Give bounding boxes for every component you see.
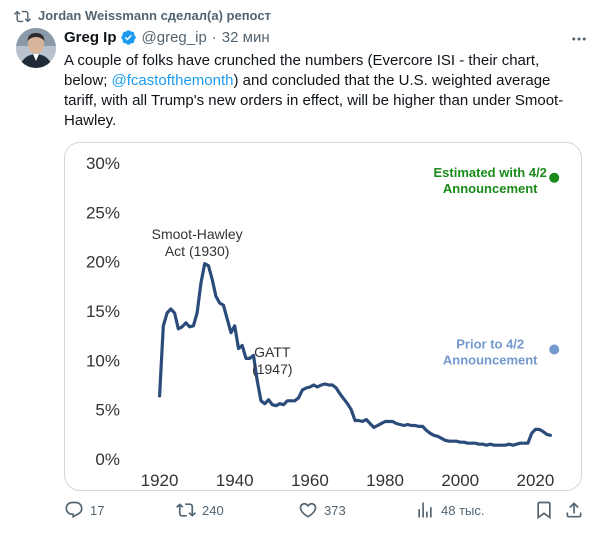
repost-button[interactable]: 240 [176,500,224,520]
bookmark-button[interactable] [534,500,554,520]
tweet-header: Greg Ip @greg_ip · 32 мин [64,29,588,46]
x-tick-label: 2020 [516,471,554,490]
chart-image[interactable]: 0% 5% 10% 15% 20% 25% 30% 1920 1940 1960 1980 2000 2… [64,142,582,491]
annotation-label: GATT [254,344,291,360]
y-tick-label: 20% [86,253,120,272]
repost-text: Jordan Weissmann сделал(а) репост [38,8,271,23]
tariff-series-line [158,262,552,447]
like-count: 373 [324,502,346,518]
author-handle[interactable]: @greg_ip [141,29,207,46]
point-label: Announcement [443,181,538,196]
heart-icon [299,502,317,518]
repost-icon [14,8,31,28]
x-tick-label: 1960 [291,471,329,490]
y-tick-label: 5% [95,401,120,420]
point-label: Estimated with 4/2 [433,165,546,180]
annotation-label: (1947) [252,361,292,377]
reply-button[interactable]: 17 [64,500,104,520]
y-tick-label: 25% [86,203,120,222]
point-label: Prior to 4/2 [456,336,524,351]
views-button[interactable]: 48 тыс. [415,500,484,520]
views-count: 48 тыс. [441,502,485,518]
annotation-label: Smoot-Hawley [152,226,243,242]
point-label: Announcement [443,352,538,367]
verified-badge-icon[interactable] [120,29,137,46]
x-tick-label: 1980 [366,471,404,490]
x-tick-label: 1940 [216,471,254,490]
y-tick-label: 15% [86,302,120,321]
repost-header[interactable]: Jordan Weissmann сделал(а) репост [14,8,271,23]
estimate-point [549,172,560,183]
tariff-line-chart: 0% 5% 10% 15% 20% 25% 30% 1920 1940 1960 1980 2000 2… [86,154,560,490]
y-tick-label: 0% [95,450,120,469]
repost-count: 240 [202,502,224,518]
avatar[interactable] [16,28,56,68]
reply-count: 17 [90,502,105,518]
tweet-time[interactable]: 32 мин [221,29,270,46]
x-tick-label: 2000 [441,471,479,490]
estimate-point [549,344,560,355]
retweet-icon [176,503,196,517]
separator-dot: · [211,29,217,46]
share-icon [566,502,582,518]
share-button[interactable] [564,500,584,520]
annotation-label: Act (1930) [165,243,230,259]
bookmark-icon [537,501,551,520]
action-bar: 17 240 373 48 тыс. [64,500,584,522]
mention-link[interactable]: @fcastofthemonth [111,72,234,89]
more-options-icon[interactable] [570,30,588,53]
views-chart-icon [418,502,432,518]
tweet-text-part-2: ) and concluded that the U.S. weighted a… [64,72,564,129]
tweet-text-part-1: A couple of folks have crunched the numb… [64,52,540,89]
like-button[interactable]: 373 [298,500,346,520]
author-name[interactable]: Greg Ip [64,29,117,46]
tweet-text: A couple of folks have crunched the numb… [64,51,584,131]
y-tick-label: 10% [86,351,120,370]
reply-icon [65,501,83,519]
y-tick-label: 30% [86,154,120,173]
x-tick-label: 1920 [141,471,179,490]
